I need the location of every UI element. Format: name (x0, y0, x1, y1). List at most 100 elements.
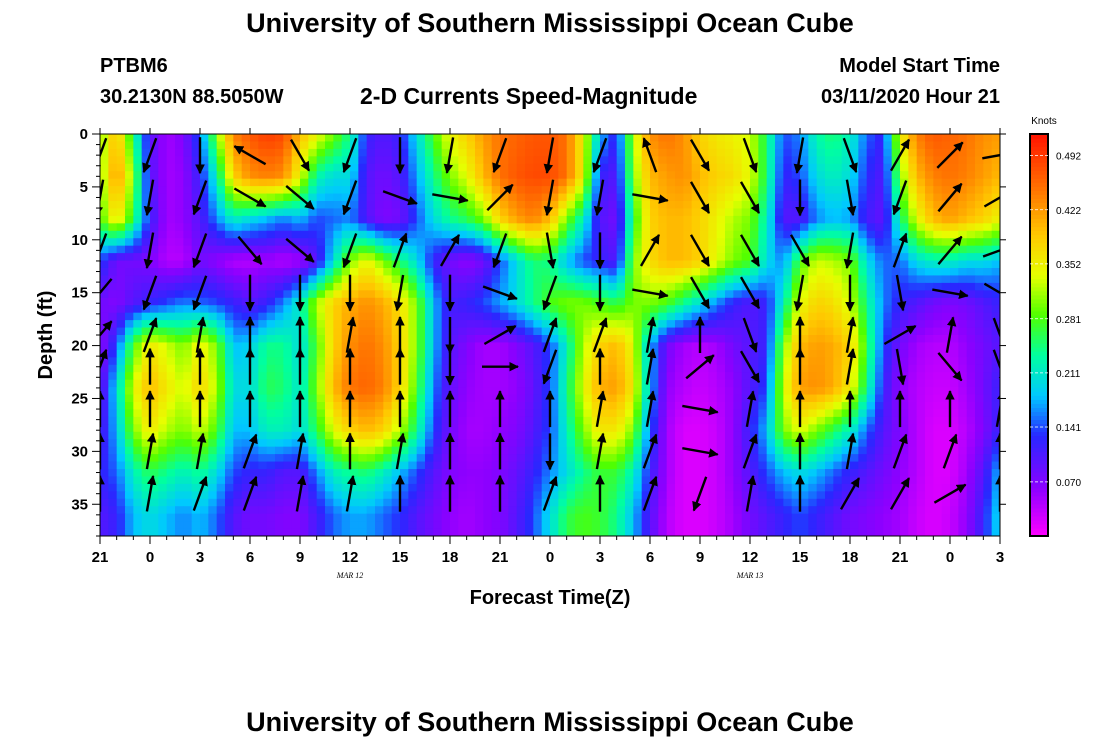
heat-cell (925, 208, 934, 217)
heat-cell (141, 379, 151, 388)
heat-cell (275, 230, 284, 239)
heat-cell (550, 439, 559, 448)
heat-cell (625, 134, 634, 143)
heat-cell (358, 439, 368, 448)
heat-cell (741, 342, 751, 351)
heat-cell (725, 238, 734, 247)
heat-cell (150, 387, 159, 396)
heat-cell (816, 305, 826, 314)
heat-cell (975, 409, 984, 418)
heat-cell (808, 454, 818, 463)
heat-cell (208, 290, 218, 299)
heat-cell (866, 238, 876, 247)
heat-cell (466, 223, 476, 232)
heat-cell (883, 290, 893, 299)
heat-cell (933, 402, 943, 411)
heat-cell (383, 469, 393, 478)
heat-cell (433, 297, 443, 306)
heat-cell (925, 402, 934, 411)
heat-cell (216, 148, 226, 157)
heat-cell (850, 454, 859, 463)
heat-cell (783, 379, 793, 388)
heat-cell (500, 178, 509, 187)
heat-cell (416, 394, 426, 403)
heat-cell (800, 297, 809, 306)
heat-cell (175, 461, 184, 470)
heat-cell (400, 312, 409, 321)
heat-cell (800, 387, 809, 396)
heat-cell (766, 171, 776, 180)
heat-cell (275, 335, 284, 344)
heat-cell (708, 297, 718, 306)
heat-cell (450, 320, 459, 329)
heat-cell (483, 297, 493, 306)
heat-cell (166, 282, 176, 291)
heat-cell (225, 320, 234, 329)
heat-cell (358, 260, 368, 269)
heat-cell (125, 409, 134, 418)
heat-cell (691, 454, 701, 463)
heat-cell (675, 186, 684, 195)
heat-cell (141, 148, 151, 157)
heat-cell (858, 253, 868, 262)
heat-cell (975, 379, 984, 388)
heat-cell (266, 454, 276, 463)
heat-cell (633, 171, 643, 180)
heat-cell (316, 193, 326, 202)
heat-cell (750, 402, 759, 411)
heat-cell (466, 357, 476, 366)
heat-cell (308, 394, 318, 403)
heat-cell (225, 364, 234, 373)
heat-cell (341, 178, 351, 187)
heat-cell (966, 335, 976, 344)
heat-cell (433, 320, 443, 329)
heat-cell (150, 335, 159, 344)
heat-cell (300, 342, 309, 351)
heat-cell (266, 297, 276, 306)
heat-cell (566, 416, 576, 425)
heat-cell (858, 268, 868, 277)
heat-cell (550, 402, 559, 411)
heat-cell (491, 282, 501, 291)
heat-cell (591, 431, 601, 440)
heat-cell (783, 178, 793, 187)
heat-cell (441, 402, 451, 411)
heat-cell (383, 230, 393, 239)
heat-cell (291, 297, 301, 306)
heat-cell (566, 446, 576, 455)
heat-cell (300, 186, 309, 195)
heat-cell (233, 238, 243, 247)
heat-cell (408, 230, 418, 239)
heat-cell (100, 305, 109, 314)
heat-cell (575, 238, 584, 247)
heat-cell (708, 238, 718, 247)
heat-cell (166, 223, 176, 232)
heat-cell (808, 290, 818, 299)
heat-cell (333, 253, 343, 262)
heat-cell (958, 223, 968, 232)
heat-cell (158, 178, 168, 187)
heat-cell (583, 320, 593, 329)
heat-cell (291, 409, 301, 418)
heat-cell (600, 461, 609, 470)
heat-cell (183, 454, 193, 463)
heat-cell (783, 454, 793, 463)
heat-cell (616, 156, 626, 165)
heat-cell (600, 134, 609, 143)
heat-cell (633, 349, 643, 358)
heat-cell (150, 461, 159, 470)
heat-cell (233, 349, 243, 358)
heat-cell (925, 141, 934, 150)
heat-cell (750, 171, 759, 180)
heat-cell (716, 364, 726, 373)
heat-cell (375, 245, 384, 254)
heat-cell (916, 372, 926, 381)
heat-cell (641, 156, 651, 165)
heat-cell (225, 215, 234, 224)
heat-cell (300, 282, 309, 291)
heat-cell (708, 163, 718, 172)
heat-cell (858, 424, 868, 433)
heat-cell (858, 327, 868, 336)
heat-cell (433, 245, 443, 254)
heat-cell (166, 193, 176, 202)
